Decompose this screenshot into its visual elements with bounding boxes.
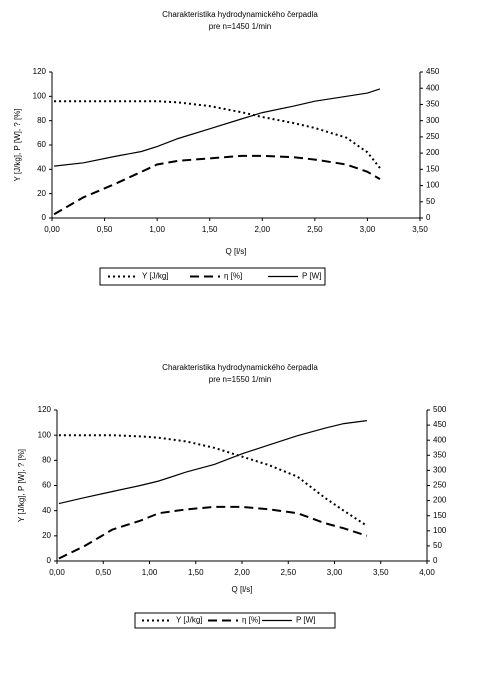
y2-tick-label: 400 <box>433 435 447 444</box>
y2-tick-label: 50 <box>433 541 442 550</box>
y2-tick-label: 500 <box>433 405 447 414</box>
y-tick-label: 0 <box>42 213 47 222</box>
legend-label: P [W] <box>302 272 321 281</box>
series-line <box>58 505 368 560</box>
y-tick-label: 40 <box>37 164 46 173</box>
y2-tick-label: 150 <box>426 164 440 173</box>
y2-tick-label: 250 <box>433 481 447 490</box>
x-tick-label: 0,50 <box>97 225 113 234</box>
x-tick-label: 1,50 <box>202 225 218 234</box>
series-line <box>53 154 381 216</box>
x-tick-label: 4,00 <box>419 568 435 577</box>
y-tick-label: 80 <box>37 116 46 125</box>
x-tick-label: 1,00 <box>149 225 165 234</box>
legend-label: η [%] <box>242 616 260 625</box>
y-tick-label: 120 <box>33 67 47 76</box>
x-tick-label: 0,00 <box>49 568 65 577</box>
chart-subtitle: pre n=1450 1/min <box>209 22 272 31</box>
y2-tick-label: 300 <box>433 466 447 475</box>
legend-box <box>134 612 336 629</box>
y2-tick-label: 450 <box>426 67 440 76</box>
y-tick-label: 60 <box>42 481 51 490</box>
x-tick-label: 3,50 <box>373 568 389 577</box>
y2-tick-label: 100 <box>426 181 440 190</box>
y-tick-label: 20 <box>42 531 51 540</box>
y2-tick-label: 400 <box>426 83 440 92</box>
y-tick-label: 120 <box>38 405 52 414</box>
x-axis-label: Q [l/s] <box>226 247 247 256</box>
x-tick-label: 1,50 <box>188 568 204 577</box>
y2-tick-label: 0 <box>433 556 438 565</box>
legend-label: η [%] <box>224 272 242 281</box>
x-tick-label: 0,00 <box>44 225 60 234</box>
y2-tick-label: 200 <box>433 496 447 505</box>
chart-title: Charakteristika hydrodynamického čerpadl… <box>162 363 318 372</box>
y2-tick-label: 300 <box>426 116 440 125</box>
x-tick-label: 0,50 <box>95 568 111 577</box>
legend-label: Y [J/kg] <box>142 272 169 281</box>
y2-tick-label: 350 <box>433 450 447 459</box>
x-axis-label: Q [l/s] <box>232 585 253 594</box>
y2-tick-label: 150 <box>433 511 447 520</box>
y2-tick-label: 0 <box>426 213 431 222</box>
series-line <box>58 420 367 505</box>
y-axis-label: Y [J/kg], P [W], ? [%] <box>17 449 26 522</box>
y-tick-label: 100 <box>38 430 52 439</box>
y-tick-label: 80 <box>42 455 51 464</box>
chart-subtitle: pre n=1550 1/min <box>209 375 272 384</box>
x-tick-label: 3,50 <box>412 225 428 234</box>
legend-label: P [W] <box>296 616 315 625</box>
y2-tick-label: 100 <box>433 526 447 535</box>
x-tick-label: 3,00 <box>327 568 343 577</box>
y-tick-label: 100 <box>33 91 47 100</box>
x-tick-label: 2,00 <box>254 225 270 234</box>
x-tick-label: 3,00 <box>360 225 376 234</box>
y2-tick-label: 450 <box>433 420 447 429</box>
x-tick-label: 2,50 <box>280 568 296 577</box>
series-line <box>54 100 381 169</box>
y2-tick-label: 350 <box>426 100 440 109</box>
y2-tick-label: 50 <box>426 197 435 206</box>
chart-title: Charakteristika hydrodynamického čerpadl… <box>162 10 318 19</box>
y-tick-label: 40 <box>42 506 51 515</box>
series-line <box>54 88 381 167</box>
y-axis-label: Y [J/kg], P [W], ? [%] <box>13 108 22 181</box>
legend-label: Y [J/kg] <box>176 616 203 625</box>
x-tick-label: 1,00 <box>142 568 158 577</box>
y2-tick-label: 200 <box>426 148 440 157</box>
x-tick-label: 2,00 <box>234 568 250 577</box>
y-tick-label: 0 <box>47 556 52 565</box>
x-tick-label: 2,50 <box>307 225 323 234</box>
legend-box <box>99 267 326 286</box>
y2-tick-label: 250 <box>426 132 440 141</box>
y-tick-label: 20 <box>37 189 46 198</box>
y-tick-label: 60 <box>37 140 46 149</box>
series-line <box>58 434 368 527</box>
